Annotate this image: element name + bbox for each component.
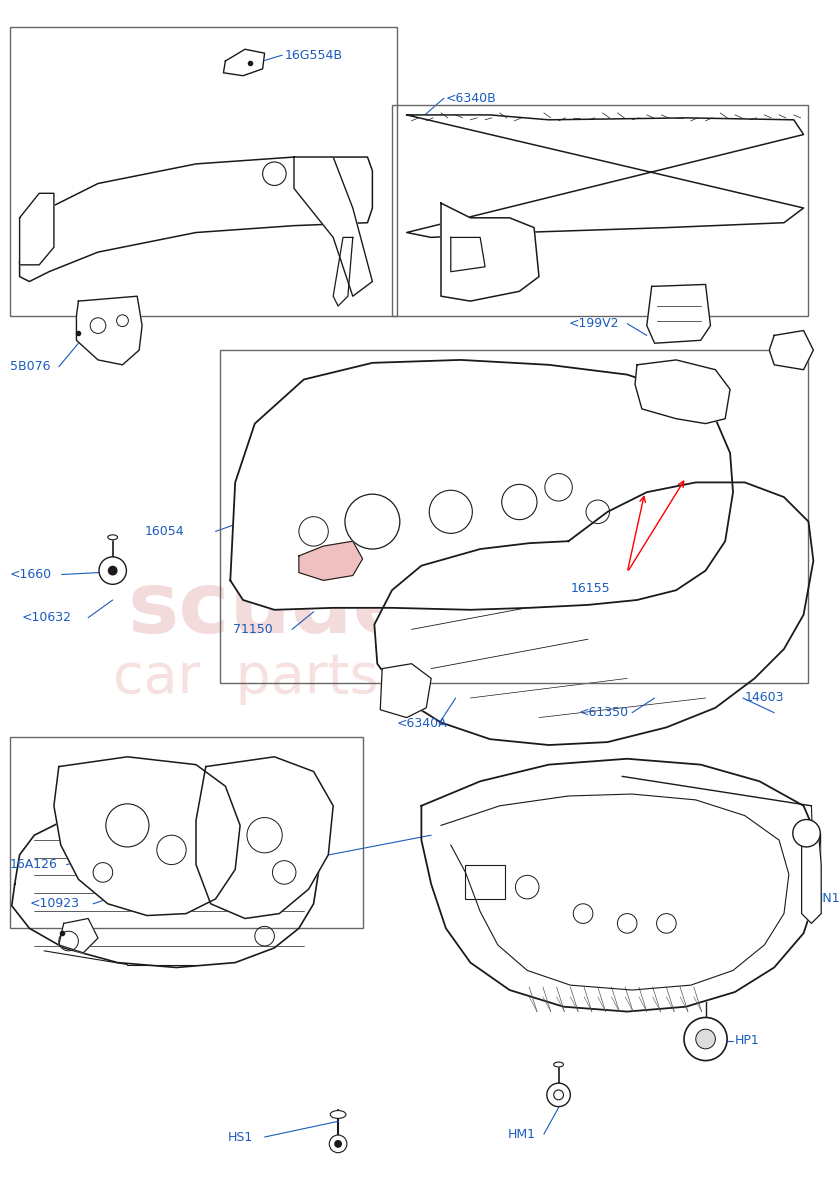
Polygon shape <box>294 157 372 296</box>
Bar <box>629 592 657 619</box>
Bar <box>629 510 657 538</box>
Circle shape <box>108 565 118 576</box>
Polygon shape <box>59 918 98 953</box>
Bar <box>547 510 575 538</box>
Bar <box>519 510 547 538</box>
Bar <box>220 350 808 683</box>
Bar <box>657 510 684 538</box>
Text: <6340A: <6340A <box>396 716 448 730</box>
Polygon shape <box>647 284 711 343</box>
Text: scuderia: scuderia <box>128 569 542 652</box>
Bar <box>601 482 629 510</box>
Bar <box>519 592 547 619</box>
Text: <61350: <61350 <box>578 706 628 719</box>
Bar <box>601 510 629 538</box>
Polygon shape <box>333 238 353 306</box>
Bar <box>657 565 684 592</box>
Polygon shape <box>299 541 363 581</box>
Text: <199V2: <199V2 <box>569 317 619 330</box>
Bar <box>547 482 575 510</box>
Polygon shape <box>375 482 813 745</box>
Polygon shape <box>19 157 372 282</box>
Text: 16G554A: 16G554A <box>231 853 289 866</box>
Circle shape <box>684 1018 727 1061</box>
Text: <1660: <1660 <box>10 568 52 581</box>
Bar <box>629 538 657 565</box>
Polygon shape <box>223 49 265 76</box>
Circle shape <box>99 557 126 584</box>
Text: HN1: HN1 <box>813 893 840 905</box>
Circle shape <box>547 1084 570 1106</box>
Bar <box>519 619 547 647</box>
Text: HS1: HS1 <box>228 1130 253 1144</box>
Polygon shape <box>635 360 730 424</box>
Bar <box>575 538 601 565</box>
Polygon shape <box>230 360 733 610</box>
Ellipse shape <box>554 1062 564 1067</box>
Polygon shape <box>76 296 142 365</box>
Text: 16054: 16054 <box>145 524 185 538</box>
Polygon shape <box>381 664 431 718</box>
Bar <box>657 482 684 510</box>
Circle shape <box>329 1135 347 1153</box>
Bar <box>657 619 684 647</box>
Circle shape <box>334 1140 342 1148</box>
Bar <box>575 482 601 510</box>
Bar <box>657 592 684 619</box>
Bar <box>547 538 575 565</box>
Bar <box>10 737 363 929</box>
Bar <box>575 510 601 538</box>
Bar <box>547 592 575 619</box>
Text: 71150: 71150 <box>234 623 273 636</box>
Bar <box>465 864 505 899</box>
Ellipse shape <box>330 1110 346 1118</box>
Bar <box>519 482 547 510</box>
Text: <10632: <10632 <box>22 611 71 624</box>
Bar <box>601 619 629 647</box>
Bar <box>629 482 657 510</box>
Circle shape <box>554 1090 564 1099</box>
Bar <box>519 538 547 565</box>
Ellipse shape <box>108 535 118 540</box>
Bar <box>575 592 601 619</box>
Text: 14603: 14603 <box>745 691 785 704</box>
Polygon shape <box>54 757 240 916</box>
Circle shape <box>696 1030 716 1049</box>
Polygon shape <box>422 758 818 1012</box>
Text: 16A126: 16A126 <box>10 858 58 871</box>
Polygon shape <box>19 193 54 265</box>
Bar <box>629 565 657 592</box>
Polygon shape <box>407 115 804 238</box>
Polygon shape <box>801 830 822 923</box>
Text: HP1: HP1 <box>735 1034 759 1048</box>
Bar <box>547 565 575 592</box>
Bar <box>392 106 808 316</box>
Bar <box>601 592 629 619</box>
Polygon shape <box>12 811 318 967</box>
Text: <6340B: <6340B <box>446 91 496 104</box>
Bar <box>657 538 684 565</box>
Text: car  parts: car parts <box>113 652 378 706</box>
Circle shape <box>793 820 820 847</box>
Text: <10923: <10923 <box>29 898 80 911</box>
Text: 5B076: 5B076 <box>10 360 50 373</box>
Polygon shape <box>769 330 813 370</box>
Bar <box>575 565 601 592</box>
Text: 16155: 16155 <box>570 582 610 595</box>
Bar <box>575 619 601 647</box>
Polygon shape <box>441 203 539 301</box>
Text: 16G554B: 16G554B <box>284 49 342 61</box>
Text: HM1: HM1 <box>507 1128 536 1140</box>
Bar <box>601 538 629 565</box>
Bar <box>10 26 396 316</box>
Bar <box>601 565 629 592</box>
Polygon shape <box>196 757 333 918</box>
Bar <box>547 619 575 647</box>
Bar <box>629 619 657 647</box>
Bar <box>519 565 547 592</box>
